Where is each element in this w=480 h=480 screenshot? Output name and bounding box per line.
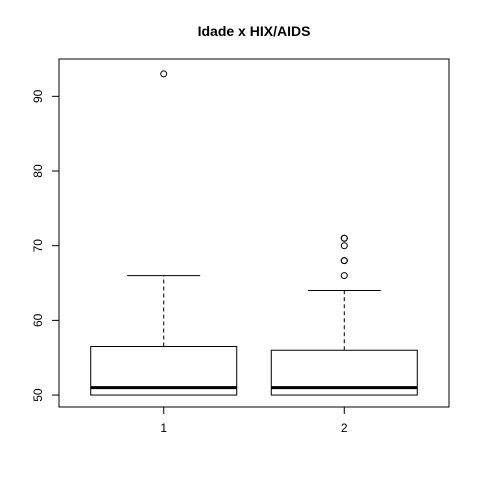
outlier-point [340,234,348,242]
y-tick-label: 60 [31,313,45,327]
chart-title: Idade x HIX/AIDS [198,23,311,39]
outlier-point [340,257,348,265]
box-2 [270,234,418,396]
boxes [90,70,418,396]
box-1 [90,70,238,396]
y-tick-label: 80 [31,164,45,178]
x-tick-label: 2 [341,421,348,435]
outlier-point [340,242,348,250]
outlier-point [160,70,168,78]
x-tick-label: 1 [160,421,167,435]
y-tick-label: 70 [31,239,45,253]
y-axis: 50 60 70 80 90 [31,89,60,402]
y-tick-label: 50 [31,388,45,402]
y-tick-label: 90 [31,89,45,103]
outlier-point [340,272,348,280]
